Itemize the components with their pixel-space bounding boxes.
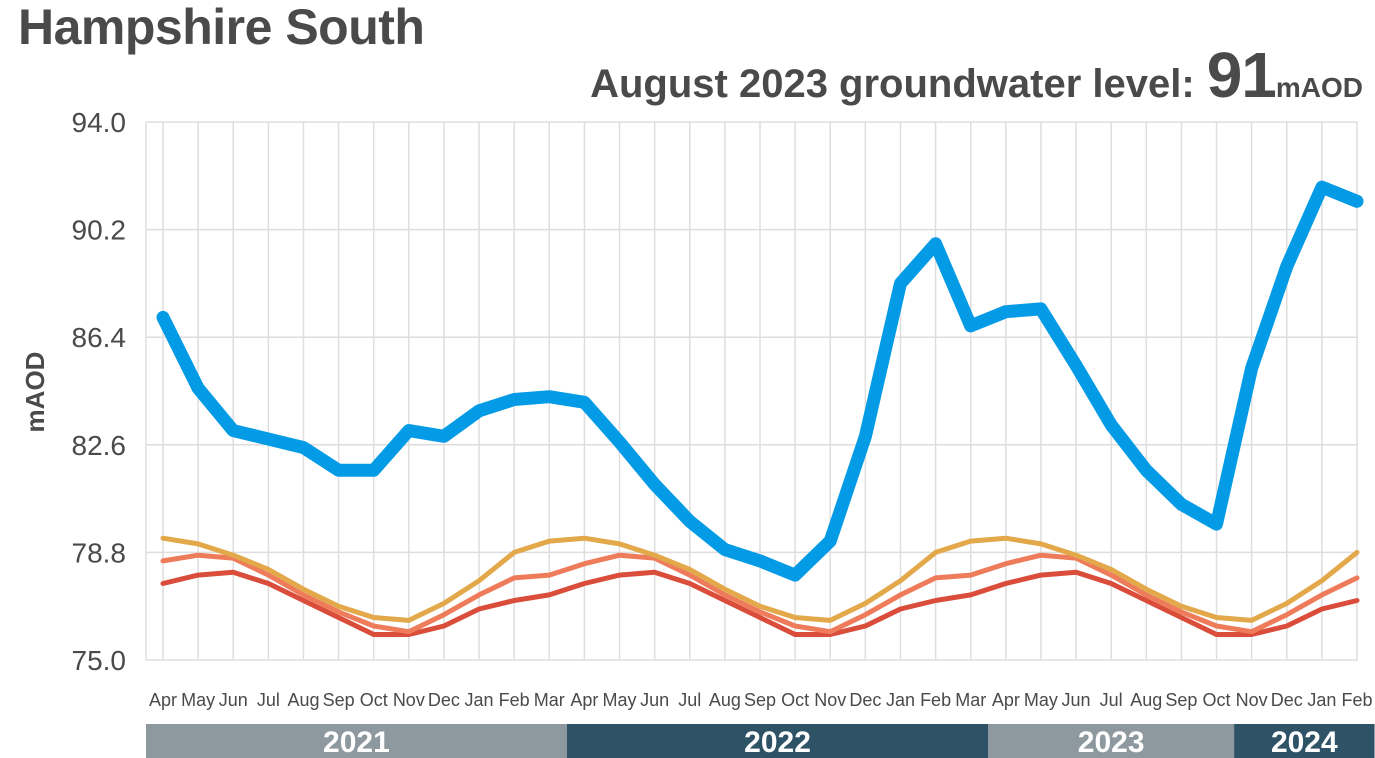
x-tick-label: Apr <box>149 690 177 710</box>
x-tick-label: Jan <box>1307 690 1336 710</box>
x-tick-label: Jul <box>257 690 280 710</box>
x-tick-label: Sep <box>744 690 776 710</box>
year-label: 2023 <box>1078 726 1145 758</box>
x-tick-label: Jun <box>1062 690 1091 710</box>
x-tick-label: Aug <box>1130 690 1162 710</box>
x-tick-label: Nov <box>814 690 846 710</box>
year-band <box>988 724 1235 758</box>
x-axis-ticks: Apr May Jun Jul Aug Sep Oct Nov Dec Jan Feb Mar Apr M… <box>149 690 1373 710</box>
x-tick-label: Jul <box>1100 690 1123 710</box>
y-tick-label: 82.6 <box>72 430 127 461</box>
y-axis-ticks: 94.0 90.2 86.4 82.6 78.8 75.0 <box>72 107 127 676</box>
x-tick-label: Mar <box>955 690 986 710</box>
series-lines <box>156 180 1364 637</box>
x-tick-label: Nov <box>393 690 425 710</box>
y-tick-label: 90.2 <box>72 215 127 246</box>
x-tick-label: Jun <box>640 690 669 710</box>
chart-subtitle: August 2023 groundwater level: 91 mAOD <box>590 38 1363 112</box>
x-tick-label: May <box>603 690 637 710</box>
subtitle-unit: mAOD <box>1275 72 1363 103</box>
y-tick-label: 75.0 <box>72 645 127 676</box>
x-tick-label: Oct <box>781 690 809 710</box>
series-line-level <box>156 180 1364 582</box>
year-band <box>566 724 989 758</box>
x-tick-label: Feb <box>920 690 951 710</box>
x-tick-label: May <box>181 690 215 710</box>
x-tick-label: Aug <box>709 690 741 710</box>
x-tick-label: Oct <box>1203 690 1231 710</box>
x-tick-label: Feb <box>499 690 530 710</box>
y-tick-label: 94.0 <box>72 107 127 138</box>
series-line-series_mid <box>160 552 1360 635</box>
x-tick-label: Dec <box>1271 690 1303 710</box>
subtitle-label: August 2023 groundwater level: <box>590 62 1195 106</box>
year-label: 2022 <box>744 726 811 758</box>
subtitle-value: 91 <box>1206 39 1277 111</box>
x-tick-label: Sep <box>323 690 355 710</box>
x-tick-label: Dec <box>428 690 460 710</box>
x-tick-label: Feb <box>1341 690 1372 710</box>
y-tick-label: 78.8 <box>72 537 127 568</box>
y-axis-label: mAOD <box>20 352 50 433</box>
year-band <box>1234 724 1375 758</box>
series-line-series_low <box>160 569 1360 637</box>
x-tick-label: Dec <box>849 690 881 710</box>
x-tick-label: Oct <box>360 690 388 710</box>
x-tick-label: Nov <box>1236 690 1268 710</box>
x-tick-label: Apr <box>992 690 1020 710</box>
x-tick-label: Aug <box>287 690 319 710</box>
x-tick-label: May <box>1024 690 1058 710</box>
series-line-series_high <box>160 535 1360 623</box>
year-label: 2024 <box>1271 726 1338 758</box>
x-tick-label: Jun <box>219 690 248 710</box>
x-tick-label: Sep <box>1165 690 1197 710</box>
year-label: 2021 <box>323 726 390 758</box>
x-tick-label: Jul <box>678 690 701 710</box>
y-tick-label: 86.4 <box>72 322 127 353</box>
x-tick-label: Jan <box>886 690 915 710</box>
x-tick-label: Mar <box>534 690 565 710</box>
year-band <box>146 724 567 758</box>
x-tick-label: Jan <box>465 690 494 710</box>
x-tick-label: Apr <box>570 690 598 710</box>
grid <box>145 121 1358 661</box>
year-bands: 2021 2022 2023 2024 <box>146 724 1375 758</box>
chart-title: Hampshire South <box>18 0 425 55</box>
